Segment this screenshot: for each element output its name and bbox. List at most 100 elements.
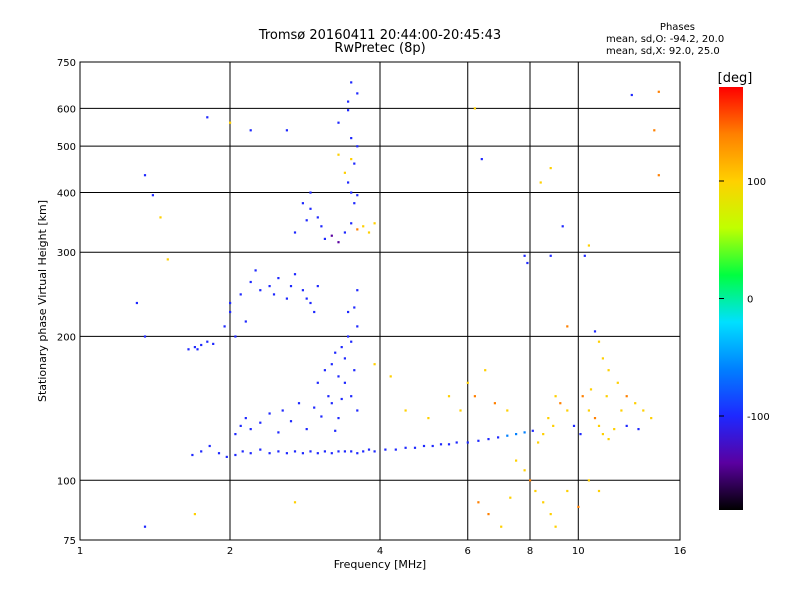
data-point — [187, 348, 190, 351]
data-point — [151, 194, 154, 197]
data-point — [347, 100, 350, 103]
data-point — [289, 285, 293, 288]
data-point — [353, 202, 356, 205]
colorbar-label: [deg] — [718, 71, 753, 86]
data-point — [244, 417, 247, 420]
phase-legend-o-mode: mean, sd,O: -94.2, 20.0 — [606, 34, 725, 45]
data-point — [305, 219, 308, 222]
data-point — [356, 452, 359, 455]
data-point — [597, 489, 601, 493]
y-tick-label: 750 — [57, 58, 76, 69]
data-point — [323, 369, 326, 372]
colorbar-ticks: 100 0 -100 — [719, 177, 770, 423]
data-point — [493, 402, 496, 405]
data-point — [330, 402, 333, 405]
data-point — [249, 452, 252, 455]
data-point — [249, 428, 252, 431]
data-point — [229, 310, 232, 314]
data-point — [268, 285, 271, 288]
data-point — [480, 158, 483, 161]
data-point — [301, 289, 304, 292]
data-point — [309, 207, 312, 210]
data-point — [285, 129, 288, 132]
data-point — [206, 340, 209, 343]
data-point — [542, 501, 545, 504]
data-point — [234, 335, 237, 338]
data-point — [601, 433, 604, 436]
data-point — [337, 417, 340, 420]
data-point — [241, 450, 244, 453]
data-point — [337, 153, 340, 156]
data-point — [285, 297, 288, 300]
data-point — [554, 395, 557, 398]
data-point — [259, 289, 262, 292]
data-point — [447, 443, 451, 446]
data-point — [552, 424, 555, 427]
data-point — [285, 452, 288, 455]
colorbar-tick-label: 0 — [747, 295, 753, 306]
y-tick-label: 300 — [57, 248, 76, 259]
data-point — [293, 273, 297, 276]
data-point — [547, 417, 550, 420]
data-point — [587, 479, 590, 482]
data-point — [523, 254, 526, 257]
data-point — [404, 409, 407, 412]
data-point — [330, 452, 333, 455]
data-point — [272, 293, 276, 296]
data-point — [353, 306, 356, 309]
x-tick-label: 4 — [377, 546, 383, 557]
data-point — [356, 145, 359, 148]
x-tick-label: 1 — [77, 546, 83, 557]
data-point — [301, 452, 304, 455]
data-point — [320, 415, 323, 418]
data-point — [347, 109, 350, 112]
data-point — [554, 525, 557, 528]
data-point — [293, 450, 297, 453]
data-point — [229, 301, 232, 305]
data-point — [531, 429, 534, 432]
data-point — [394, 448, 397, 451]
data-point — [515, 459, 518, 462]
data-point — [583, 254, 586, 257]
data-point — [191, 453, 194, 457]
data-point — [597, 424, 601, 427]
data-point — [143, 525, 147, 528]
data-point — [166, 258, 169, 261]
data-point — [515, 433, 518, 436]
data-point — [343, 357, 346, 360]
data-point — [356, 289, 359, 292]
data-point — [193, 513, 196, 516]
axis-ticks: 1 2 4 6 8 10 16 75 100 200 300 400 500 600 750 — [57, 58, 686, 557]
data-point — [439, 443, 443, 446]
data-point — [350, 450, 353, 453]
data-point — [526, 261, 529, 265]
data-point — [135, 301, 138, 305]
data-point — [217, 452, 221, 455]
data-point — [523, 469, 526, 472]
data-point — [277, 450, 280, 453]
data-point — [373, 450, 376, 453]
data-point — [566, 409, 569, 412]
data-point — [281, 409, 284, 412]
data-point — [356, 92, 359, 95]
data-point — [200, 450, 203, 453]
data-point — [605, 395, 608, 398]
data-point — [523, 431, 526, 434]
data-point — [277, 431, 280, 434]
data-point — [343, 381, 346, 384]
data-point — [601, 357, 604, 360]
data-point — [356, 228, 359, 231]
data-point — [347, 181, 350, 184]
data-point — [413, 446, 417, 449]
data-point — [373, 363, 376, 366]
data-point — [268, 412, 271, 415]
data-point — [309, 301, 312, 305]
y-tick-label: 400 — [57, 188, 76, 199]
x-tick-label: 16 — [674, 546, 687, 557]
y-axis-label: Stationary phase Virtual Height [km] — [36, 200, 49, 402]
data-point — [634, 402, 637, 405]
data-point — [549, 513, 552, 516]
data-point — [367, 231, 371, 234]
data-point — [337, 121, 340, 124]
data-point — [206, 116, 209, 119]
